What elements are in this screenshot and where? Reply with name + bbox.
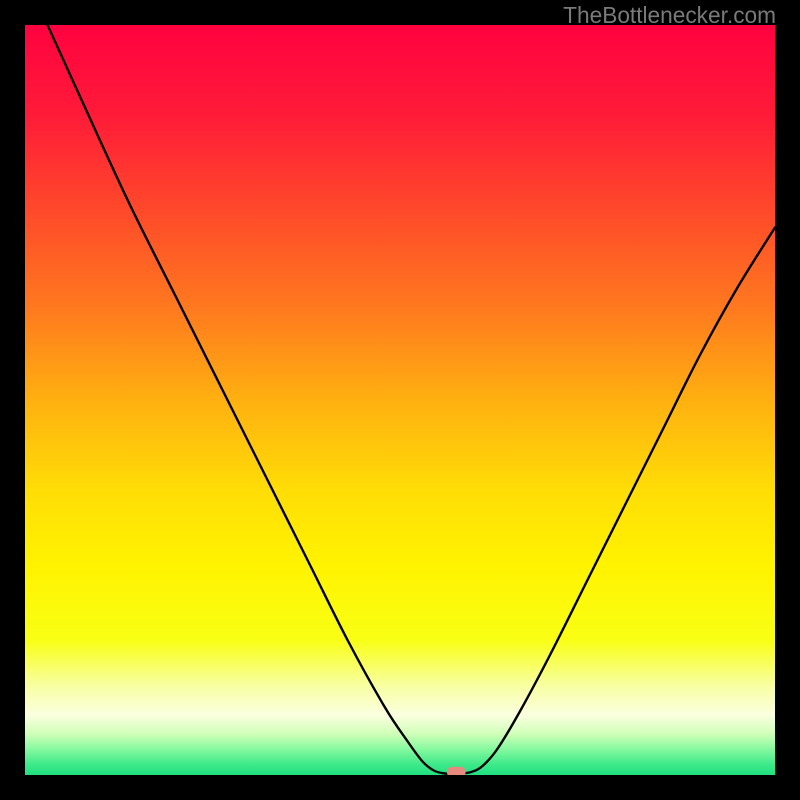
chart-frame <box>25 25 775 775</box>
bottleneck-chart <box>25 25 775 775</box>
watermark-text: TheBottlenecker.com <box>563 2 776 29</box>
optimal-marker <box>447 767 466 775</box>
gradient-background <box>25 25 775 775</box>
